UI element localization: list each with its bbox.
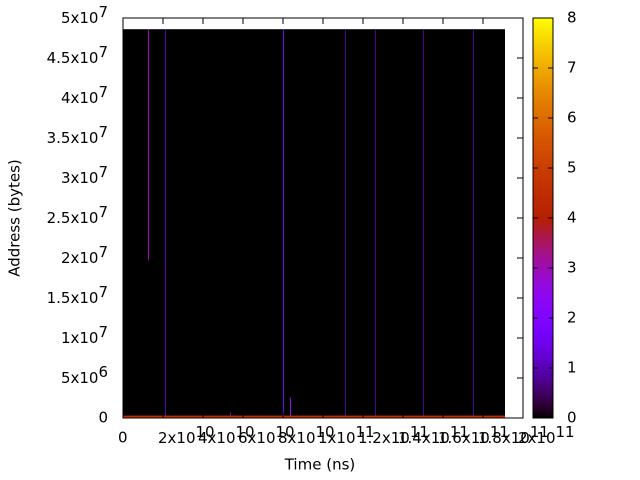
y-tick-label-mantissa: 1x10 [61, 329, 99, 347]
x-tick-label-mantissa: 4x10 [198, 429, 236, 447]
x-tick-label-mantissa: 1.6x10 [438, 429, 490, 447]
heatmap-streak [423, 29, 424, 418]
colorbar-tick-label: 5 [567, 159, 577, 177]
y-tick-label-mantissa: 4.5x10 [47, 49, 99, 67]
x-tick-label-exponent: 11 [556, 423, 575, 441]
x-tick-label-mantissa: 1x10 [318, 429, 356, 447]
y-tick-label: 2x107 [61, 243, 108, 267]
x-tick-label: 1.6x1011 [438, 423, 509, 447]
y-tick-label-exponent: 7 [98, 43, 108, 61]
y-tick-label: 0 [98, 409, 108, 427]
x-tick-label-exponent: 11 [410, 423, 429, 441]
heatmap-streak [375, 29, 376, 418]
x-tick-label: 4x1010 [198, 423, 255, 447]
x-tick-label-mantissa: 6x10 [238, 429, 276, 447]
y-tick-label-mantissa: 2.5x10 [47, 209, 99, 227]
y-tick-label-exponent: 7 [98, 243, 108, 261]
heatmap-streak [290, 397, 291, 418]
y-tick-label-exponent: 7 [98, 83, 108, 101]
heatmap-streak [123, 415, 505, 418]
colorbar-tick-label: 0 [567, 409, 577, 427]
x-tick-label: 2x1010 [158, 423, 215, 447]
x-tick-label-exponent: 11 [530, 423, 549, 441]
heatmap-streak [283, 29, 284, 418]
x-tick-label: 1.8x1011 [478, 423, 549, 447]
y-tick-label: 4x107 [61, 83, 108, 107]
y-tick-label: 1x107 [61, 323, 108, 347]
x-tick-label: 1.2x1011 [358, 423, 429, 447]
y-tick-label: 1.5x107 [47, 283, 108, 307]
heatmap-streak [473, 29, 474, 418]
x-tick-label-mantissa: 2x10 [158, 429, 196, 447]
y-tick-label-exponent: 6 [98, 363, 108, 381]
y-tick-label: 5x107 [61, 3, 108, 27]
x-tick-label-exponent: 11 [490, 423, 509, 441]
x-tick-label-exponent: 11 [450, 423, 469, 441]
y-tick-label-mantissa: 3x10 [61, 169, 99, 187]
heatmap-background [123, 29, 505, 418]
x-tick-label-mantissa: 8x10 [278, 429, 316, 447]
y-tick-label-mantissa: 5x10 [61, 9, 99, 27]
colorbar-tick-label: 1 [567, 359, 577, 377]
y-tick-label-exponent: 7 [98, 203, 108, 221]
colorbar-tick-label: 7 [567, 59, 577, 77]
y-tick-label-exponent: 7 [98, 323, 108, 341]
heatmap-streak [345, 29, 346, 418]
x-tick-label: 1x1011 [318, 423, 375, 447]
y-tick-label: 2.5x107 [47, 203, 108, 227]
heatmap-streak [230, 412, 231, 418]
x-tick-label-mantissa: 2x10 [518, 429, 556, 447]
heatmap-streak [165, 29, 166, 418]
x-tick-label: 6x1010 [238, 423, 295, 447]
x-tick-label: 1.4x1011 [398, 423, 469, 447]
colorbar-tick-label: 6 [567, 109, 577, 127]
x-tick-label: 8x1010 [278, 423, 335, 447]
y-tick-label: 3.5x107 [47, 123, 108, 147]
y-axis-label: Address (bytes) [6, 159, 24, 277]
y-tick-label-mantissa: 4x10 [61, 89, 99, 107]
x-tick-label-mantissa: 1.2x10 [358, 429, 410, 447]
x-tick-label: 2x1011 [518, 423, 575, 447]
y-tick-label: 3x107 [61, 163, 108, 187]
y-tick-label-mantissa: 3.5x10 [47, 129, 99, 147]
y-tick-label-exponent: 7 [98, 163, 108, 181]
colorbar-tick-label: 2 [567, 309, 577, 327]
y-tick-label-mantissa: 2x10 [61, 249, 99, 267]
x-tick-label-exponent: 11 [356, 423, 375, 441]
x-tick-label-exponent: 10 [276, 423, 295, 441]
x-tick-label: 0 [118, 429, 128, 447]
y-tick-label: 5x106 [61, 363, 108, 387]
colorbar-tick-label: 3 [567, 259, 577, 277]
y-tick-label: 4.5x107 [47, 43, 108, 67]
x-tick-label-mantissa: 1.4x10 [398, 429, 450, 447]
y-tick-label-mantissa: 5x10 [61, 369, 99, 387]
x-tick-label-mantissa: 1.8x10 [478, 429, 530, 447]
y-tick-label-exponent: 7 [98, 283, 108, 301]
colorbar-tick-label: 8 [567, 9, 577, 27]
x-axis-label: Time (ns) [284, 456, 356, 474]
x-tick-label-exponent: 10 [236, 423, 255, 441]
y-tick-label-exponent: 7 [98, 123, 108, 141]
y-tick-label-mantissa: 1.5x10 [47, 289, 99, 307]
x-tick-label-exponent: 10 [196, 423, 215, 441]
colorbar-tick-label: 4 [567, 209, 577, 227]
y-tick-label-exponent: 7 [98, 3, 108, 21]
heatmap-streak [148, 29, 149, 261]
x-tick-label-exponent: 10 [316, 423, 335, 441]
